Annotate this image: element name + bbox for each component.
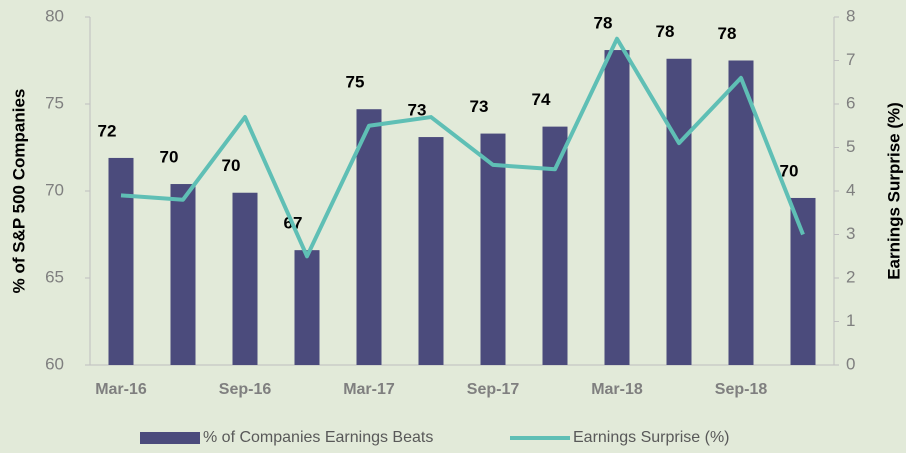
y2-tick-label: 7 [846, 50, 855, 69]
y2-tick-label: 2 [846, 267, 855, 286]
data-label: 73 [470, 97, 489, 116]
y-axis-title: % of S&P 500 Companies [9, 89, 28, 294]
y-tick-label: 60 [45, 354, 64, 373]
y-tick-label: 70 [45, 180, 64, 199]
bar [418, 137, 444, 365]
bar [666, 58, 692, 365]
bar [294, 250, 320, 365]
data-label: 70 [780, 161, 799, 180]
y-tick-label: 65 [45, 267, 64, 286]
x-tick-label: Mar-16 [95, 381, 147, 398]
data-label: 73 [408, 101, 427, 120]
y-tick-label: 80 [45, 6, 64, 25]
legend-label: % of Companies Earnings Beats [203, 429, 433, 446]
data-label: 78 [656, 22, 675, 41]
bar [604, 50, 630, 366]
data-label: 78 [718, 24, 737, 43]
y2-tick-label: 0 [846, 354, 855, 373]
y2-tick-label: 6 [846, 93, 855, 112]
bar [356, 109, 382, 365]
data-label: 72 [98, 121, 117, 140]
data-label: 75 [346, 73, 365, 92]
y2-tick-label: 3 [846, 224, 855, 243]
bar [728, 60, 754, 365]
bar [108, 157, 134, 365]
data-label: 74 [532, 90, 551, 109]
bar [790, 197, 816, 365]
line [120, 36, 805, 259]
legend-label: Earnings Surprise (%) [573, 429, 730, 446]
y2-tick-label: 5 [846, 137, 855, 156]
bar [232, 192, 258, 365]
x-tick-label: Mar-18 [591, 381, 643, 398]
y-tick-label: 75 [45, 93, 64, 112]
y2-axis-title: Earnings Surprise (%) [884, 102, 903, 280]
y2-tick-label: 1 [846, 311, 855, 330]
bar [542, 126, 568, 366]
data-label: 70 [222, 156, 241, 175]
bar [480, 133, 506, 365]
y2-tick-label: 8 [846, 6, 855, 25]
x-tick-label: Sep-18 [715, 381, 768, 398]
data-label: 78 [594, 14, 613, 33]
bar [170, 184, 196, 365]
data-label: 70 [160, 148, 179, 167]
y2-tick-label: 4 [846, 180, 855, 199]
x-tick-label: Sep-16 [219, 381, 272, 398]
x-tick-label: Sep-17 [467, 381, 520, 398]
x-tick-label: Mar-17 [343, 381, 395, 398]
legend-swatch [140, 432, 200, 444]
